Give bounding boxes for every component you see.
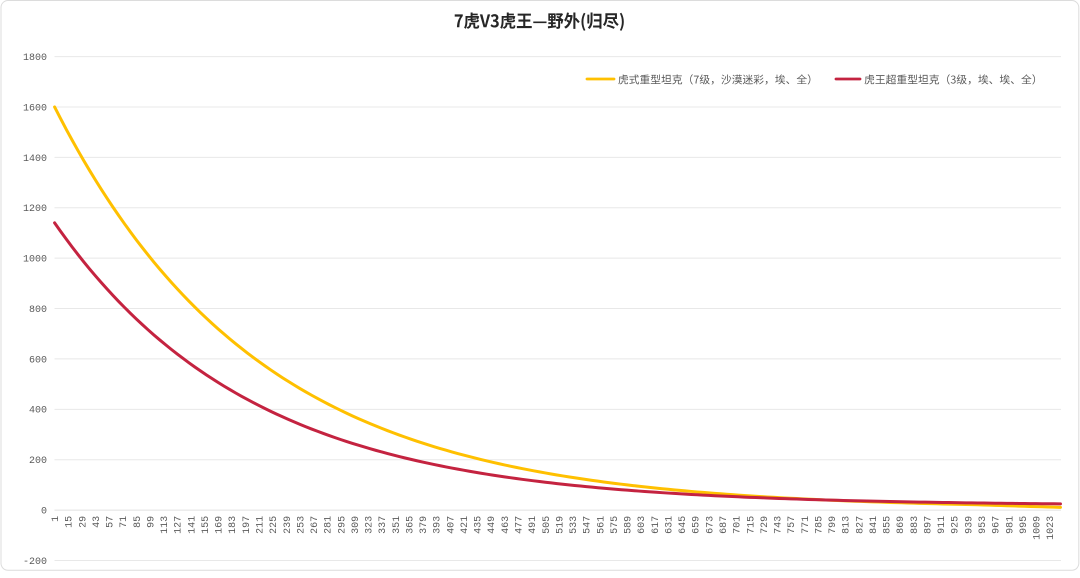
svg-text:547: 547 [583, 516, 594, 534]
svg-text:323: 323 [365, 516, 376, 534]
svg-text:603: 603 [637, 516, 648, 534]
svg-text:533: 533 [569, 516, 580, 534]
svg-text:435: 435 [474, 516, 485, 534]
svg-text:715: 715 [746, 516, 757, 534]
svg-text:645: 645 [678, 516, 689, 534]
svg-text:127: 127 [174, 516, 185, 534]
svg-text:659: 659 [692, 516, 703, 534]
svg-text:1400: 1400 [23, 154, 47, 165]
svg-text:729: 729 [760, 516, 771, 534]
svg-text:197: 197 [242, 516, 253, 534]
svg-text:1009: 1009 [1033, 516, 1044, 540]
svg-text:211: 211 [255, 516, 266, 534]
svg-text:841: 841 [869, 516, 880, 534]
svg-text:897: 897 [923, 516, 934, 534]
svg-text:800: 800 [29, 305, 47, 316]
svg-text:827: 827 [855, 516, 866, 534]
svg-text:295: 295 [337, 516, 348, 534]
svg-text:99: 99 [146, 516, 157, 528]
svg-text:575: 575 [610, 516, 621, 534]
svg-text:-200: -200 [23, 557, 47, 568]
svg-text:925: 925 [951, 516, 962, 534]
svg-text:0: 0 [41, 507, 47, 518]
svg-text:43: 43 [92, 516, 103, 528]
svg-text:351: 351 [392, 516, 403, 534]
svg-text:183: 183 [228, 516, 239, 534]
svg-text:785: 785 [814, 516, 825, 534]
svg-text:15: 15 [65, 516, 76, 528]
svg-text:449: 449 [487, 516, 498, 534]
svg-text:1800: 1800 [23, 53, 47, 64]
svg-text:617: 617 [651, 516, 662, 534]
svg-text:869: 869 [896, 516, 907, 534]
svg-text:463: 463 [501, 516, 512, 534]
svg-text:743: 743 [774, 516, 785, 534]
svg-text:1200: 1200 [23, 204, 47, 215]
svg-text:267: 267 [310, 516, 321, 534]
svg-text:141: 141 [187, 516, 198, 534]
svg-text:799: 799 [828, 516, 839, 534]
svg-text:365: 365 [405, 516, 416, 534]
svg-text:589: 589 [624, 516, 635, 534]
svg-text:379: 379 [419, 516, 430, 534]
svg-text:519: 519 [555, 516, 566, 534]
svg-text:309: 309 [351, 516, 362, 534]
svg-text:631: 631 [664, 516, 675, 534]
svg-text:561: 561 [596, 516, 607, 534]
svg-text:477: 477 [515, 516, 526, 534]
svg-text:400: 400 [29, 406, 47, 417]
svg-text:505: 505 [542, 516, 553, 534]
svg-text:57: 57 [106, 516, 117, 528]
svg-text:113: 113 [160, 516, 171, 534]
svg-text:687: 687 [719, 516, 730, 534]
svg-text:239: 239 [283, 516, 294, 534]
svg-text:491: 491 [528, 516, 539, 534]
svg-text:855: 855 [883, 516, 894, 534]
svg-text:600: 600 [29, 355, 47, 366]
svg-text:1: 1 [51, 516, 62, 522]
svg-text:169: 169 [215, 516, 226, 534]
svg-text:981: 981 [1005, 516, 1016, 534]
svg-text:701: 701 [733, 516, 744, 534]
svg-text:1023: 1023 [1046, 516, 1057, 540]
svg-text:281: 281 [324, 516, 335, 534]
svg-text:995: 995 [1019, 516, 1030, 534]
svg-text:407: 407 [446, 516, 457, 534]
svg-text:337: 337 [378, 516, 389, 534]
svg-text:1000: 1000 [23, 255, 47, 266]
svg-text:813: 813 [842, 516, 853, 534]
svg-text:393: 393 [433, 516, 444, 534]
svg-text:883: 883 [910, 516, 921, 534]
svg-text:911: 911 [937, 516, 948, 534]
svg-text:200: 200 [29, 456, 47, 467]
svg-text:757: 757 [787, 516, 798, 534]
svg-text:29: 29 [78, 516, 89, 528]
svg-text:1600: 1600 [23, 103, 47, 114]
svg-text:85: 85 [133, 516, 144, 528]
svg-text:71: 71 [119, 516, 130, 528]
svg-text:421: 421 [460, 516, 471, 534]
svg-text:953: 953 [978, 516, 989, 534]
svg-text:939: 939 [964, 516, 975, 534]
svg-text:771: 771 [801, 516, 812, 534]
svg-text:155: 155 [201, 516, 212, 534]
svg-text:673: 673 [705, 516, 716, 534]
svg-text:225: 225 [269, 516, 280, 534]
svg-text:253: 253 [296, 516, 307, 534]
svg-text:967: 967 [992, 516, 1003, 534]
